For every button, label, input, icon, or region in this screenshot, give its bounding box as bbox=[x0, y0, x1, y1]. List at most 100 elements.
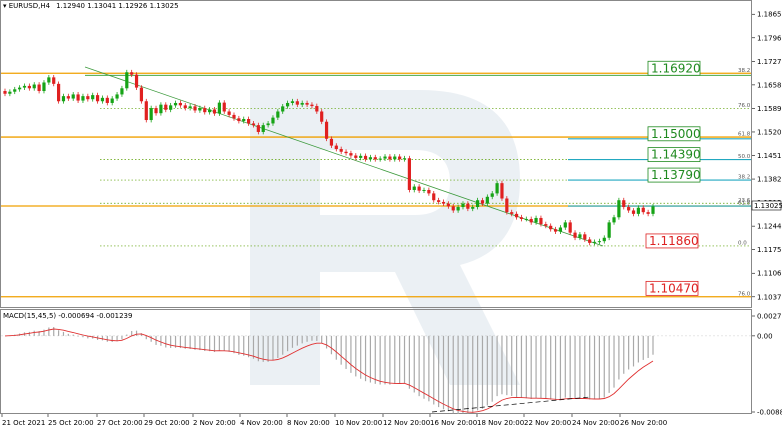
current-price-marker: 1.13025 bbox=[751, 200, 782, 211]
candle-body bbox=[602, 237, 606, 242]
candle-body bbox=[134, 74, 139, 88]
candle-body bbox=[37, 84, 41, 92]
candle-body bbox=[91, 95, 95, 100]
candle-body bbox=[66, 96, 70, 99]
candle-body bbox=[451, 206, 455, 211]
level-label-text: 1.10470 bbox=[649, 281, 699, 295]
candle-body bbox=[32, 84, 36, 89]
candle-body bbox=[188, 106, 192, 109]
time-tick-label: 16 Nov 20:00 bbox=[430, 419, 477, 427]
candle-body bbox=[349, 153, 353, 156]
candle-body bbox=[558, 227, 563, 232]
candle-body bbox=[446, 203, 450, 207]
candle-body bbox=[324, 121, 329, 139]
candle-body bbox=[573, 232, 577, 238]
time-tick-label: 29 Oct 20:00 bbox=[144, 419, 190, 427]
candle-body bbox=[130, 72, 134, 75]
macd-tick-label: 0.002787 bbox=[757, 313, 782, 321]
candle-body bbox=[320, 111, 324, 122]
time-tick-label: 4 Nov 20:00 bbox=[240, 419, 283, 427]
candles bbox=[3, 69, 655, 246]
candle-body bbox=[227, 111, 231, 115]
candle-body bbox=[578, 234, 582, 238]
symbol-triangle-icon: ▾ bbox=[3, 2, 9, 10]
time-tick-label: 2 Nov 20:00 bbox=[193, 419, 236, 427]
fib-level-tag: 61.8 bbox=[738, 132, 751, 138]
macd-panel-frame bbox=[0, 309, 752, 414]
macd-header: MACD(15,45,5) -0.000694 -0.001239 bbox=[3, 312, 132, 320]
candle-body bbox=[563, 222, 567, 228]
price-tick-label: 1.17960 bbox=[757, 34, 782, 42]
price-tick-label: 1.16580 bbox=[757, 81, 782, 89]
candle-body bbox=[592, 241, 597, 243]
time-tick-label: 25 Oct 20:00 bbox=[48, 419, 94, 427]
fib-level-tag: 76.0 bbox=[738, 291, 751, 297]
candle-body bbox=[583, 234, 587, 240]
time-tick-label: 26 Nov 20:00 bbox=[620, 419, 667, 427]
candle-body bbox=[208, 109, 212, 113]
candle-body bbox=[510, 212, 514, 214]
price-tick-label: 1.15200 bbox=[757, 128, 782, 136]
candle-body bbox=[588, 239, 592, 243]
candle-body bbox=[8, 91, 12, 94]
time-tick-label: 21 Oct 2021 bbox=[2, 419, 45, 427]
candle-body bbox=[110, 98, 114, 103]
candle-body bbox=[222, 102, 226, 112]
candle-body bbox=[183, 105, 187, 109]
level-label-box bbox=[647, 147, 701, 163]
candle-body bbox=[363, 155, 368, 160]
candle-body bbox=[76, 94, 80, 101]
macd-tick-label: -0.008888 bbox=[757, 409, 782, 417]
price-tick-label: 1.15890 bbox=[757, 105, 782, 113]
price-level-labels: 1.16920 1.15000 1.14390 1.13790 1.11860 1.104… bbox=[645, 60, 701, 296]
candle-body bbox=[285, 102, 290, 107]
candle-body bbox=[422, 189, 426, 191]
svg-text:1.13025: 1.13025 bbox=[754, 202, 782, 210]
candle-body bbox=[232, 114, 236, 119]
candle-body bbox=[354, 155, 358, 158]
level-label-text: 1.15000 bbox=[651, 127, 701, 141]
candle-body bbox=[383, 156, 387, 159]
candle-body bbox=[271, 117, 275, 124]
price-tick-label: 1.11750 bbox=[757, 246, 782, 254]
level-label-box bbox=[645, 280, 699, 296]
candle-body bbox=[198, 108, 202, 111]
level-label-text: 1.16920 bbox=[651, 61, 701, 75]
time-axis: 21 Oct 2021 25 Oct 20:00 27 Oct 20:00 29 Oc… bbox=[1, 414, 667, 427]
candle-body bbox=[203, 108, 207, 113]
candle-body bbox=[315, 106, 319, 112]
candle-body bbox=[125, 72, 129, 89]
candle-body bbox=[310, 104, 314, 107]
candle-body bbox=[359, 155, 363, 158]
candle-body bbox=[612, 217, 616, 223]
candle-body bbox=[373, 157, 377, 160]
candle-body bbox=[646, 212, 650, 214]
candle-body bbox=[242, 118, 246, 122]
candle-body bbox=[154, 108, 158, 114]
candle-body bbox=[18, 87, 22, 90]
candle-body bbox=[56, 83, 61, 102]
level-label-box bbox=[647, 126, 701, 142]
price-tick-label: 1.11060 bbox=[757, 270, 782, 278]
candle-body bbox=[441, 201, 446, 204]
macd-divergence-line bbox=[431, 396, 591, 413]
candle-body bbox=[549, 225, 553, 230]
symbol-name: EURUSD,H4 bbox=[9, 2, 51, 10]
candle-body bbox=[631, 210, 636, 214]
candle-body bbox=[27, 85, 31, 89]
candle-body bbox=[622, 200, 626, 208]
candle-body bbox=[100, 97, 105, 102]
candle-body bbox=[534, 217, 538, 223]
level-label-text: 1.13790 bbox=[651, 168, 701, 182]
candle-body bbox=[495, 183, 499, 194]
candle-body bbox=[471, 207, 475, 209]
candle-body bbox=[388, 156, 392, 160]
level-label-text: 1.11860 bbox=[649, 234, 699, 248]
candle-body bbox=[281, 106, 285, 112]
candle-body bbox=[47, 77, 51, 83]
candle-body bbox=[115, 94, 119, 99]
candle-body bbox=[169, 105, 173, 110]
candle-body bbox=[529, 218, 533, 223]
fib-level-tag: 38.2 bbox=[738, 68, 750, 74]
